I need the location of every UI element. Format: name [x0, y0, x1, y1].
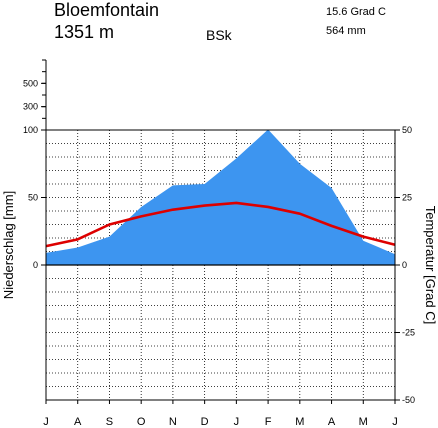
- climate-class: BSk: [206, 27, 233, 43]
- temperature-line: [45, 201, 396, 248]
- temp-tick-label: -25: [402, 328, 415, 338]
- annual-precipitation: 564 mm: [326, 25, 366, 37]
- month-label: M: [295, 416, 304, 428]
- temp-tick-label: 0: [402, 260, 407, 270]
- precip-axis-label: Niederschlag [mm]: [1, 191, 16, 299]
- station-name: Bloemfontain: [54, 0, 159, 20]
- month-label: M: [359, 416, 368, 428]
- month-label: A: [328, 416, 336, 428]
- temp-tick-label: 25: [402, 193, 412, 203]
- station-elevation: 1351 m: [54, 22, 114, 42]
- month-label: N: [169, 416, 177, 428]
- temp-axis-label: Temperatur [Grad C]: [423, 206, 438, 325]
- precip-tick-label: 300: [23, 102, 38, 112]
- precip-tick-label: 0: [33, 260, 38, 270]
- precip-tick-label: 500: [23, 78, 38, 88]
- temp-tick-label: -50: [402, 395, 415, 405]
- temp-tick-label: 50: [402, 125, 412, 135]
- mean-temperature: 15.6 Grad C: [326, 6, 386, 18]
- month-label: J: [43, 416, 49, 428]
- precip-tick-label: 50: [28, 193, 38, 203]
- month-label: F: [265, 416, 272, 428]
- tick-layer: 300 500 0 50 100 50 25 0 -25 -50 J A S O N D J F M A M J: [23, 78, 415, 428]
- series-layer: [45, 129, 396, 265]
- month-label: A: [74, 416, 82, 428]
- precipitation-area: [46, 129, 395, 265]
- axis-layer: [41, 59, 400, 404]
- precip-tick-label: 100: [23, 125, 38, 135]
- month-label: D: [201, 416, 209, 428]
- month-label: O: [137, 416, 146, 428]
- month-label: J: [234, 416, 240, 428]
- month-label: S: [106, 416, 113, 428]
- month-label: J: [392, 416, 398, 428]
